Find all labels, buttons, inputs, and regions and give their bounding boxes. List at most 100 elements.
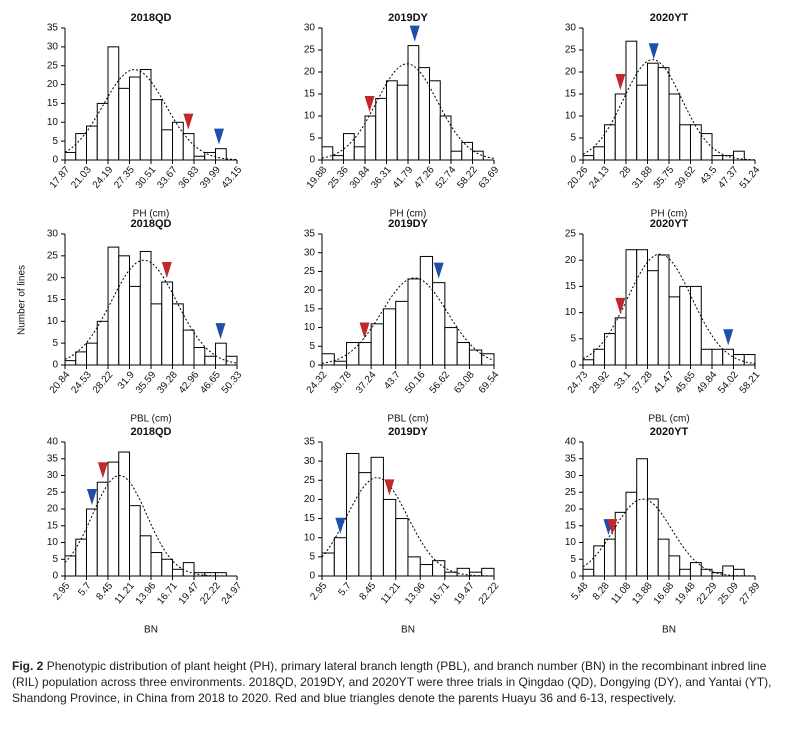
x-tick-label: 24.13 [587,164,612,191]
y-tick-label: 20 [47,504,59,515]
y-tick-label: 40 [47,437,59,448]
x-tick-label: 25.09 [716,580,741,607]
x-tick-label: 42.96 [177,369,202,396]
bar [444,327,458,366]
bar [64,555,77,577]
x-tick-label: 22.22 [198,580,223,607]
bar [700,348,713,366]
x-tick-label: 24.97 [220,580,245,607]
bar [215,342,227,366]
y-tick-label: 25 [304,475,316,486]
x-tick-label: 33.67 [155,164,180,191]
x-tick-label: 46.65 [198,369,223,396]
panel-title: 2019DY [388,218,428,230]
panel-title: 2019DY [388,12,428,24]
normal-curve [321,63,495,159]
bar [215,572,227,577]
bar [382,308,397,366]
x-axis-label: PH (cm) [133,209,170,220]
bar [353,146,366,161]
y-tick-label: 25 [565,45,577,56]
bar [161,129,173,161]
parent-marker [359,322,370,339]
x-tick-label: 43.15 [220,164,245,191]
bar [614,511,627,577]
y-axis-label: Number of lines [17,265,28,335]
bar [64,151,77,161]
bar [439,115,452,161]
bar [386,80,398,161]
bar [722,155,735,161]
y-tick-label: 0 [309,155,315,166]
x-tick-label: 24.19 [91,164,116,191]
bar [182,329,195,366]
x-tick-label: 36.31 [369,164,394,191]
x-tick-label: 11.08 [609,580,633,606]
bar [582,155,595,161]
normal-curve [64,259,238,364]
bar [636,458,648,577]
bar [603,124,616,161]
y-tick-label: 5 [52,136,58,147]
bar [161,281,174,366]
bar [75,538,87,577]
x-tick-label: 2.95 [51,580,72,602]
y-tick-label: 15 [47,520,59,531]
bar [604,333,616,366]
x-axis-label: PH (cm) [390,209,427,220]
bar [428,80,441,161]
parent-marker [335,517,346,534]
x-tick-label: 17.87 [48,164,73,191]
y-tick-label: 0 [52,360,58,371]
x-tick-label: 69.54 [477,369,502,396]
bar [689,124,702,161]
y-tick-label: 5 [309,551,315,562]
normal-curve [321,277,495,364]
y-tick-label: 10 [565,111,577,122]
bar [204,151,216,161]
bar [193,155,206,161]
x-tick-label: 47.26 [412,164,437,191]
bar [364,115,377,161]
y-tick-label: 5 [570,554,576,565]
bar [139,535,152,577]
bar [358,472,372,577]
y-tick-label: 10 [565,307,577,318]
x-tick-label: 37.24 [354,369,379,396]
panel-title: 2020YT [650,218,689,230]
bar [700,133,713,161]
chart-grid: Number of lines 2018QD 0 5 10 15 20 25 30 35 17.8… [17,12,763,636]
x-tick-label: 20.26 [566,164,591,191]
bar [593,146,605,161]
y-tick-label: 30 [565,23,577,34]
bar [107,46,120,161]
bar [129,505,141,577]
parent-marker [607,519,618,536]
x-axis-label: BN [401,625,415,636]
x-tick-label: 24.32 [305,369,330,396]
bar [172,121,184,161]
x-tick-label: 35.75 [652,164,677,191]
parent-marker [364,96,375,112]
x-tick-label: 5.7 [337,580,355,598]
y-tick-label: 30 [304,247,316,258]
bar [118,451,131,577]
y-tick-label: 5 [570,333,576,344]
bar [107,461,120,577]
bar [419,564,434,577]
bar [172,303,184,366]
bar [193,347,206,366]
y-tick-label: 30 [47,229,59,240]
y-tick-label: 15 [304,89,316,100]
normal-curve [582,59,756,161]
bar [625,40,638,161]
bar [171,568,184,577]
bar [107,246,120,366]
bar [722,565,735,577]
bar [129,285,141,366]
bar [86,342,98,366]
x-tick-label: 41.79 [391,164,416,191]
bar [343,133,355,161]
x-axis-label: PBL (cm) [648,414,689,425]
bar [395,518,409,577]
